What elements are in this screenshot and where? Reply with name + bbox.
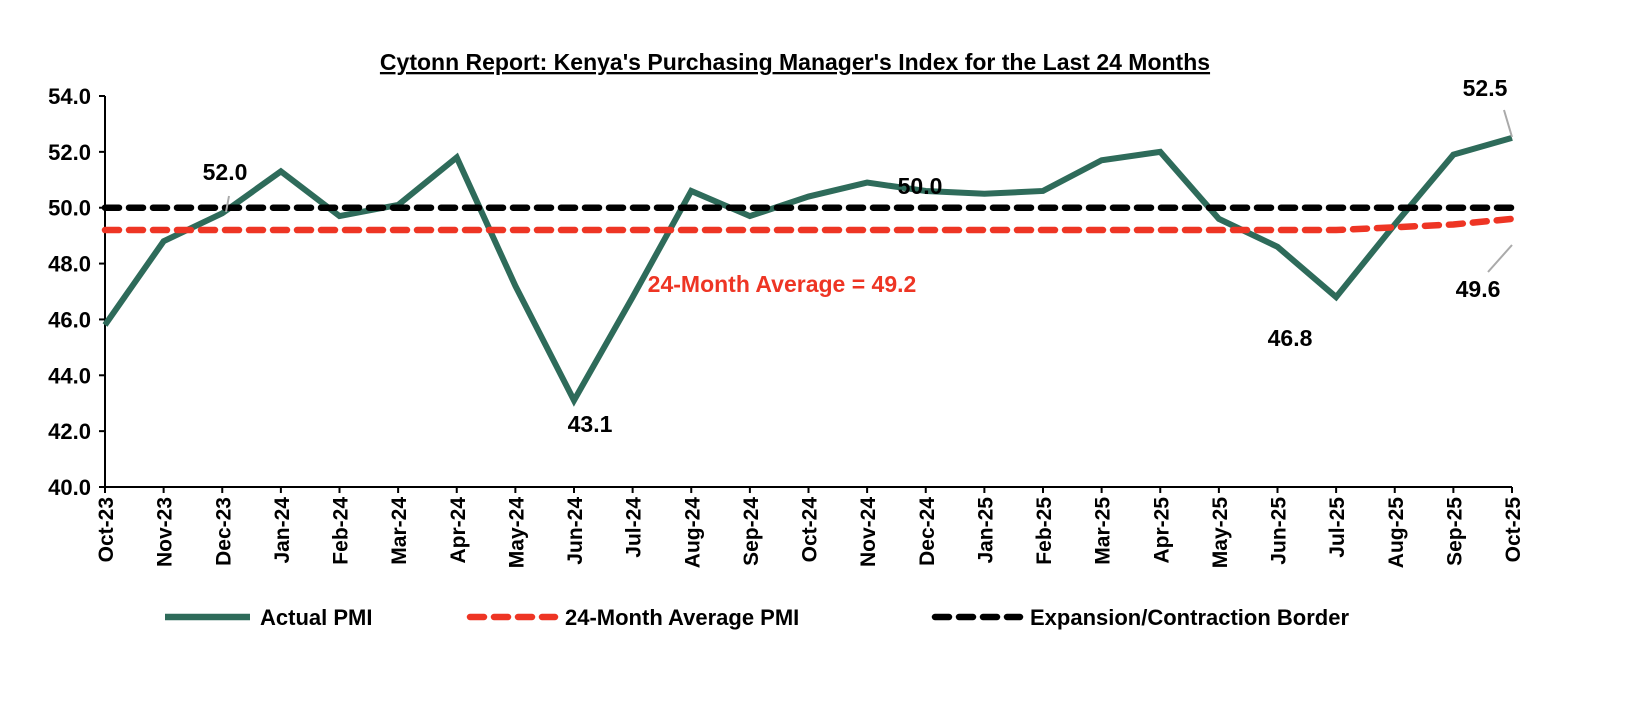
chart-title: Cytonn Report: Kenya's Purchasing Manage… <box>380 49 1210 75</box>
x-tick-label: Nov-23 <box>154 497 177 567</box>
y-tick-label: 42.0 <box>48 419 91 444</box>
x-tick-label: May-25 <box>1209 497 1232 569</box>
x-tick-label: Jul-25 <box>1326 497 1349 558</box>
legend: Actual PMI 24-Month Average PMI Expansion/… <box>165 605 1349 630</box>
annotation-leader-line <box>225 195 230 213</box>
x-tick-label: Dec-23 <box>212 497 235 566</box>
legend-label: Actual PMI <box>260 605 372 630</box>
data-label: 49.6 <box>1456 276 1501 302</box>
x-tick-label: Aug-24 <box>681 497 704 568</box>
annotation-leader-line <box>1487 244 1513 273</box>
y-tick-label: 52.0 <box>48 140 91 165</box>
x-tick-label: May-24 <box>505 497 528 569</box>
series-lines <box>101 135 1516 407</box>
data-label: 46.8 <box>1268 325 1313 351</box>
x-tick-label: Oct-24 <box>799 497 822 563</box>
y-tick-label: 44.0 <box>48 363 91 388</box>
x-tick-label: Mar-24 <box>388 497 411 565</box>
x-tick-label: Jan-24 <box>271 497 294 564</box>
annotations: 52.0 43.1 50.0 46.8 52.5 49.6 24-Month Average… <box>203 75 1513 437</box>
x-tick-label: Apr-24 <box>447 497 470 564</box>
x-tick-label: Sep-24 <box>740 497 763 566</box>
legend-label: Expansion/Contraction Border <box>1030 605 1349 630</box>
series-line-24-month-average-pmi <box>101 215 1516 234</box>
x-tick-label: Nov-24 <box>857 497 880 567</box>
x-tick-label: Oct-23 <box>95 497 118 562</box>
x-tick-label: Dec-24 <box>916 497 939 566</box>
x-tick-label: Jun-24 <box>564 497 587 565</box>
y-tick-label: 48.0 <box>48 252 91 277</box>
y-tick-label: 40.0 <box>48 475 91 500</box>
series-line-actual-pmi <box>102 135 1513 407</box>
y-tick-label: 46.0 <box>48 307 91 332</box>
data-label: 52.5 <box>1463 75 1508 101</box>
axes: 40.0 42.0 44.0 46.0 48.0 50.0 52.0 54.0 Oct-23 No… <box>48 84 1525 568</box>
legend-label: 24-Month Average PMI <box>565 605 799 630</box>
x-tick-label: Jul-24 <box>623 497 646 558</box>
x-tick-label: Aug-25 <box>1385 497 1408 568</box>
data-label: 43.1 <box>568 411 613 437</box>
x-tick-label: Mar-25 <box>1092 497 1115 565</box>
y-tick-label: 50.0 <box>48 196 91 221</box>
annotation-leader-line <box>1503 109 1513 138</box>
x-tick-label: Jun-25 <box>1268 497 1291 565</box>
x-tick-label: Sep-25 <box>1443 497 1466 566</box>
y-tick-label: 54.0 <box>48 84 91 109</box>
data-label: 50.0 <box>898 173 943 199</box>
data-label: 24-Month Average = 49.2 <box>648 271 917 297</box>
x-tick-label: Apr-25 <box>1150 497 1173 564</box>
data-label: 52.0 <box>203 159 248 185</box>
x-tick-label: Jan-25 <box>974 497 997 564</box>
x-tick-label: Feb-24 <box>330 497 353 565</box>
x-tick-label: Feb-25 <box>1033 497 1056 565</box>
x-tick-label: Oct-25 <box>1502 497 1525 563</box>
